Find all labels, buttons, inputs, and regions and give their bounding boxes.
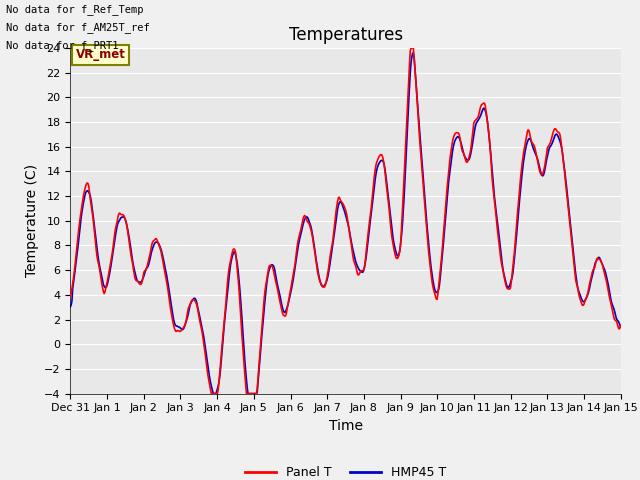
Panel T <box>77 214 84 219</box>
Panel T <box>414 110 422 116</box>
HMP45 T <box>409 50 417 56</box>
HMP45 T <box>414 106 422 112</box>
Panel T <box>207 391 215 396</box>
Line: HMP45 T: HMP45 T <box>70 53 621 394</box>
Text: No data for f_PRT1: No data for f_PRT1 <box>6 40 119 51</box>
Line: Panel T: Panel T <box>70 48 621 394</box>
Panel T <box>133 278 141 284</box>
Text: No data for f_AM25T_ref: No data for f_AM25T_ref <box>6 22 150 33</box>
Y-axis label: Temperature (C): Temperature (C) <box>24 164 38 277</box>
Panel T <box>430 288 438 294</box>
HMP45 T <box>133 277 141 283</box>
X-axis label: Time: Time <box>328 419 363 433</box>
Text: VR_met: VR_met <box>76 48 126 61</box>
Panel T <box>67 294 74 300</box>
Panel T <box>189 297 196 303</box>
HMP45 T <box>189 297 196 302</box>
HMP45 T <box>219 340 227 346</box>
Title: Temperatures: Temperatures <box>289 25 403 44</box>
Legend: Panel T, HMP45 T: Panel T, HMP45 T <box>239 461 452 480</box>
Panel T <box>407 45 415 51</box>
HMP45 T <box>77 221 84 227</box>
Panel T <box>617 322 625 328</box>
HMP45 T <box>210 391 218 396</box>
Panel T <box>219 335 227 340</box>
Text: No data for f_Ref_Temp: No data for f_Ref_Temp <box>6 4 144 15</box>
HMP45 T <box>617 324 625 330</box>
HMP45 T <box>430 284 438 289</box>
HMP45 T <box>67 304 74 310</box>
